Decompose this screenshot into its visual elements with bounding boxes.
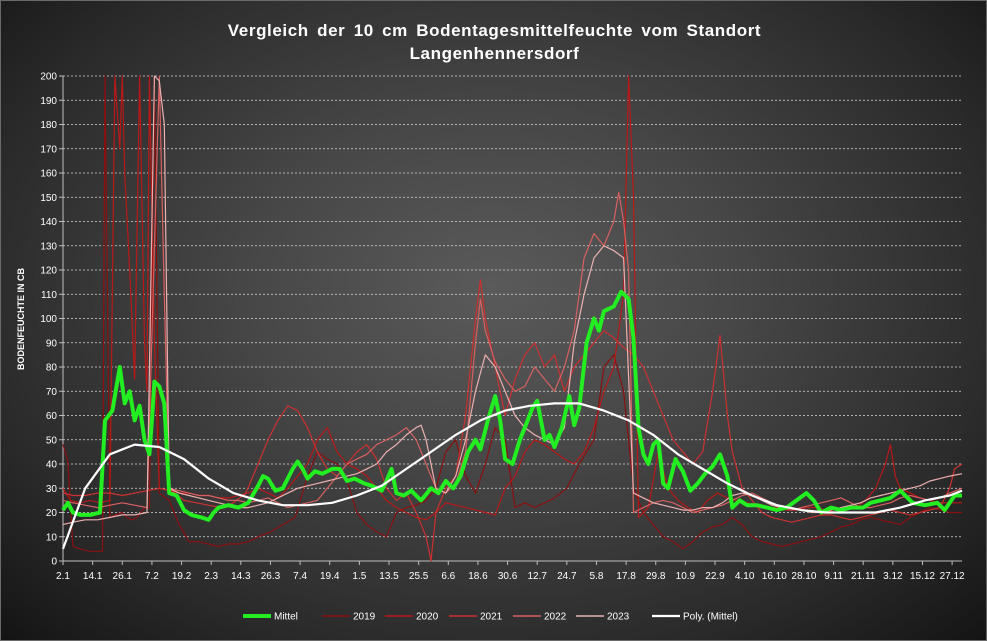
y-tick-label: 140 [40, 217, 57, 228]
legend-label: 2020 [416, 612, 439, 623]
series-line-2022 [62, 75, 963, 514]
legend: Mittel 2019 2020 2021 2022 2023 Poly. (Mittel) [243, 612, 738, 623]
y-tick-label: 30 [46, 484, 58, 495]
x-tick-label: 10.9 [676, 571, 696, 582]
series-line-2020 [62, 75, 962, 521]
x-tick-label: 4.10 [735, 571, 755, 582]
series-line-mittel [61, 289, 962, 522]
y-tick-label: 40 [46, 460, 58, 471]
y-tick-label: 50 [46, 435, 58, 446]
x-tick-label: 1.5 [352, 571, 366, 582]
x-tick-label: 19.4 [320, 571, 340, 582]
x-tick-label: 7.2 [145, 571, 159, 582]
y-tick-label: 180 [40, 120, 57, 131]
x-tick-label: 16.10 [762, 571, 787, 582]
x-tick-label: 28.10 [791, 571, 816, 582]
chart-title-line1: Vergleich der 10 cm Bodentagesmittelfeuc… [227, 21, 762, 40]
y-tick-label: 10 [46, 532, 58, 543]
x-tick-label: 12.7 [527, 571, 547, 582]
y-tick-label: 80 [46, 363, 58, 374]
y-tick-label: 60 [46, 411, 58, 422]
x-tick-label: 24.7 [557, 571, 577, 582]
y-tick-label: 20 [46, 508, 58, 519]
y-tick-labels: 0 10 20 30 40 50 60 70 80 90 100 110 120 130 140 150 160… [40, 72, 57, 568]
x-tick-label: 26.3 [261, 571, 281, 582]
x-tick-label: 22.9 [705, 571, 725, 582]
x-tick-label: 6.6 [441, 571, 455, 582]
x-tick-label: 13.5 [379, 571, 399, 582]
x-tick-label: 15.12 [910, 571, 935, 582]
x-tick-label: 21.11 [851, 571, 876, 582]
x-tick-label: 30.6 [498, 571, 518, 582]
y-tick-label: 100 [40, 314, 57, 325]
chart-title: Vergleich der 10 cm Bodentagesmittelfeuc… [1, 19, 987, 65]
x-tick-label: 9.11 [824, 571, 843, 582]
x-tick-label: 19.2 [172, 571, 192, 582]
x-tick-label: 7.4 [293, 571, 307, 582]
legend-label: 2019 [353, 612, 376, 623]
x-tick-label: 18.6 [468, 571, 488, 582]
legend-label: Mittel [274, 612, 298, 623]
series-lines [61, 75, 963, 562]
x-tick-label: 14.3 [231, 571, 251, 582]
y-tick-label: 130 [40, 241, 57, 252]
y-tick-label: 90 [46, 338, 58, 349]
x-tick-labels: 2.1 14.1 26.1 7.2 19.2 2.3 14.3 26.3 7.4 19.4 1.5 1… [56, 571, 965, 582]
series-line-2021 [62, 279, 963, 562]
series-line-poly-mittel- [61, 402, 963, 550]
x-tick-label: 17.8 [616, 571, 636, 582]
x-tick-label: 2.1 [56, 571, 70, 582]
y-tick-label: 70 [46, 387, 58, 398]
y-tick-label: 170 [40, 144, 57, 155]
x-tick-label: 3.12 [883, 571, 903, 582]
y-tick-label: 110 [41, 290, 57, 301]
chart-title-line2: Langenhennersdorf [409, 44, 580, 63]
legend-label: 2023 [607, 612, 630, 623]
series-line-2019 [62, 75, 962, 552]
x-tick-label: 27.12 [940, 571, 965, 582]
y-tick-label: 0 [51, 557, 57, 568]
x-tick-label: 25.5 [409, 571, 429, 582]
x-tick-label: 5.8 [590, 571, 604, 582]
x-tick-label: 26.1 [113, 571, 133, 582]
y-tick-label: 190 [40, 96, 57, 107]
y-tick-label: 160 [40, 169, 57, 180]
legend-label: 2022 [544, 612, 567, 623]
x-tick-label: 29.8 [646, 571, 666, 582]
y-tick-label: 150 [40, 193, 57, 204]
legend-label: Poly. (Mittel) [683, 612, 738, 623]
legend-label: 2021 [480, 612, 503, 623]
x-tick-label: 2.3 [204, 571, 218, 582]
gridlines [59, 75, 962, 565]
y-tick-label: 200 [40, 72, 57, 83]
y-tick-label: 120 [40, 266, 57, 277]
x-tick-label: 14.1 [83, 571, 103, 582]
